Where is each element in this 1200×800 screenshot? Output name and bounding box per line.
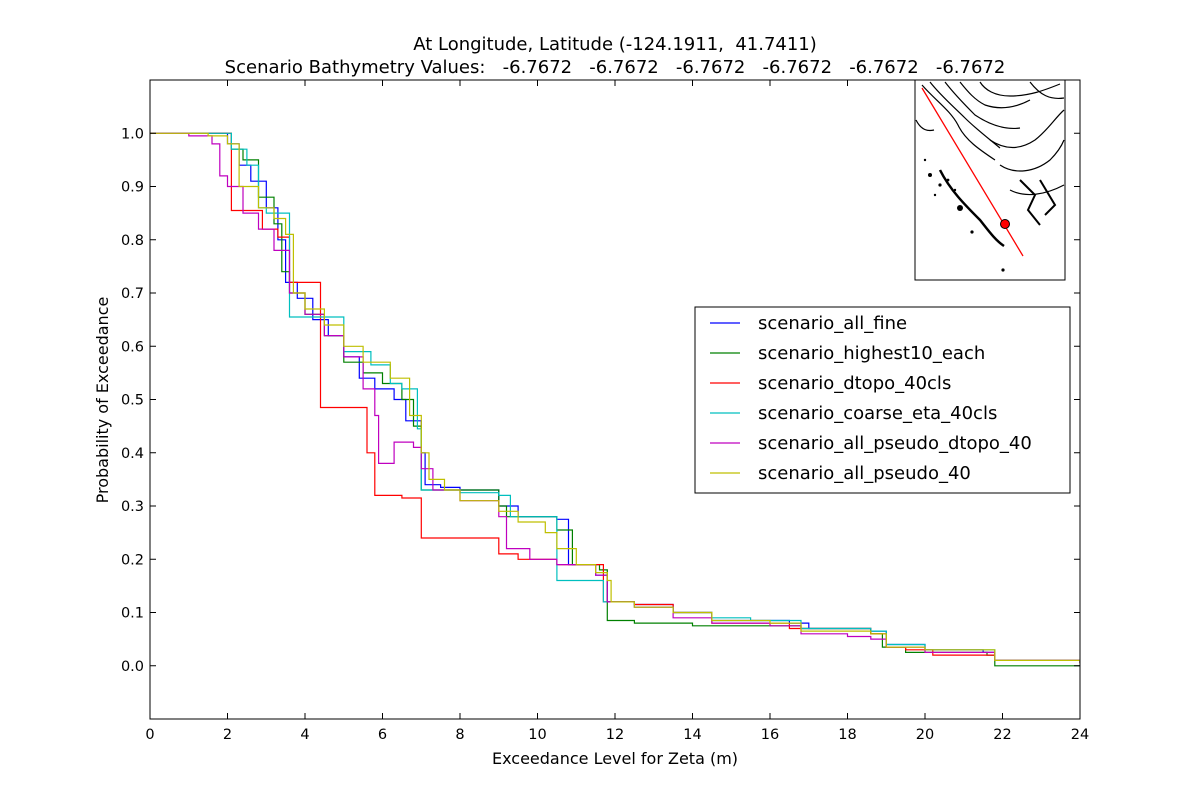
legend-label: scenario_highest10_each: [758, 343, 985, 364]
y-tick-label: 0.2: [121, 552, 144, 568]
x-tick-label: 18: [838, 727, 856, 743]
y-axis-ticks: 0.0 0.1 0.2 0.3 0.4 0.5 0.6 0.7 0.8 0.9 1.0: [121, 126, 1080, 675]
y-tick-label: 0.8: [121, 233, 144, 249]
y-tick-label: 0.6: [121, 339, 144, 355]
inset-map-frame: [914, 79, 1066, 281]
x-axis-label: Exceedance Level for Zeta (m): [492, 749, 738, 768]
x-tick-label: 14: [683, 727, 701, 743]
legend-label: scenario_coarse_eta_40cls: [758, 403, 997, 424]
legend-label: scenario_dtopo_40cls: [758, 373, 951, 394]
x-tick-label: 10: [528, 727, 546, 743]
legend-label: scenario_all_pseudo_dtopo_40: [758, 433, 1032, 454]
y-tick-label: 0.4: [121, 446, 144, 462]
y-tick-label: 1.0: [121, 126, 144, 142]
series-group: [150, 132, 1080, 667]
x-tick-label: 12: [606, 727, 624, 743]
chart-title-line1: At Longitude, Latitude (-124.1911, 41.74…: [413, 34, 817, 55]
x-tick-label: 22: [993, 727, 1011, 743]
y-tick-label: 0.7: [121, 286, 144, 302]
x-tick-label: 24: [1071, 727, 1089, 743]
x-tick-label: 16: [761, 727, 779, 743]
x-tick-label: 4: [300, 727, 309, 743]
y-axis-label: Probability of Exceedance: [93, 297, 112, 504]
y-tick-label: 0.5: [121, 393, 144, 409]
series-line-scenario-coarse-eta-40cls: [150, 132, 1080, 664]
series-line-scenario-all-pseudo-dtopo-40: [150, 132, 1080, 664]
inset-map: [914, 79, 1066, 281]
y-tick-label: 0.3: [121, 499, 144, 515]
y-tick-label: 0.9: [121, 180, 144, 196]
inset-map-location-marker: [1000, 219, 1010, 229]
legend-frame: [694, 306, 1071, 494]
legend-items: scenario_all_fine scenario_highest10_each…: [710, 313, 1032, 484]
x-axis-ticks: 0 2 4 6 8 10 12 14 16 18 20 22 24: [145, 80, 1089, 743]
chart-title-line2: Scenario Bathymetry Values: -6.7672 -6.7…: [225, 57, 1006, 78]
series-line-scenario-all-pseudo-40: [150, 132, 1080, 664]
x-tick-label: 20: [916, 727, 934, 743]
legend-label: scenario_all_fine: [758, 313, 907, 334]
x-tick-label: 6: [378, 727, 387, 743]
x-tick-label: 8: [455, 727, 464, 743]
legend-label: scenario_all_pseudo_40: [758, 463, 971, 484]
inset-map-features: [923, 158, 1005, 272]
inset-map-contours: [915, 81, 1065, 248]
x-tick-label: 0: [145, 727, 154, 743]
x-tick-label: 2: [223, 727, 232, 743]
y-tick-label: 0.1: [121, 606, 144, 622]
y-tick-label: 0.0: [121, 659, 144, 675]
legend: scenario_all_fine scenario_highest10_each…: [694, 306, 1071, 494]
